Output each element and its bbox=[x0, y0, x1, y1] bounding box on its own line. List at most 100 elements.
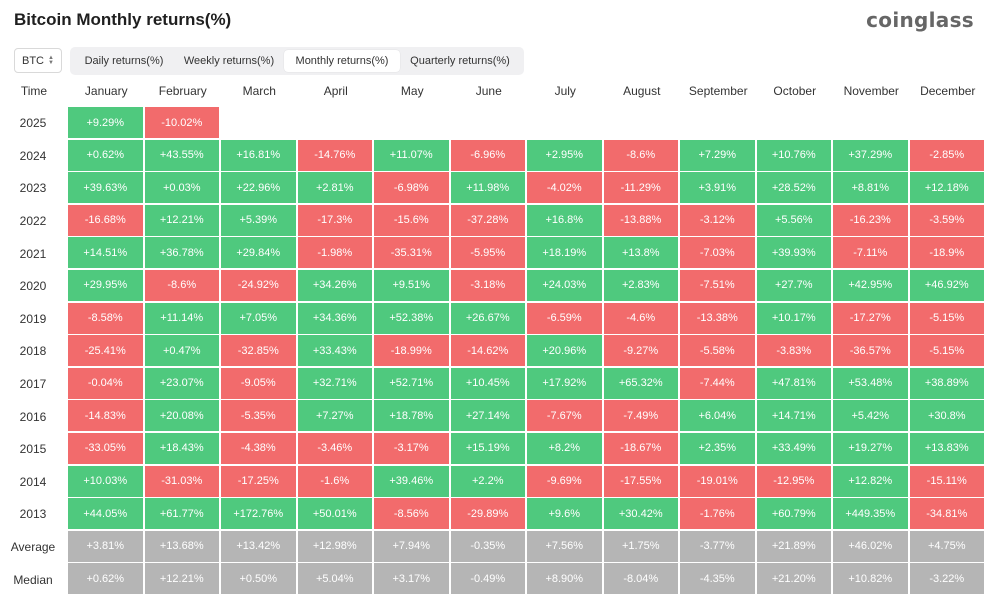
tab-daily-returns[interactable]: Daily returns(%) bbox=[84, 55, 164, 67]
return-cell: -15.6% bbox=[374, 204, 449, 236]
empty-cell bbox=[221, 107, 296, 138]
return-cell: -35.31% bbox=[374, 237, 449, 269]
return-cell: +2.95% bbox=[527, 139, 602, 171]
return-cell: +13.68% bbox=[144, 530, 219, 562]
asset-select[interactable]: BTC ▲ ▼ bbox=[14, 48, 62, 73]
return-cell: -1.98% bbox=[297, 237, 372, 269]
return-cell: +9.51% bbox=[374, 269, 449, 301]
return-cell: -24.92% bbox=[221, 269, 296, 301]
return-cell: -7.49% bbox=[603, 400, 678, 432]
return-cell: +8.81% bbox=[833, 172, 908, 204]
return-cell: -18.67% bbox=[603, 432, 678, 464]
return-cell: -16.23% bbox=[833, 204, 908, 236]
return-cell: +39.93% bbox=[756, 237, 831, 269]
table-row: 2015 -33.05% +18.43% -4.38% -3.46% -3.17% +15.… bbox=[0, 432, 986, 466]
return-cell: -1.76% bbox=[680, 498, 755, 530]
return-cell: +16.8% bbox=[527, 204, 602, 236]
return-cell: +11.14% bbox=[144, 302, 219, 334]
return-cell: -5.58% bbox=[680, 335, 755, 367]
return-cell: -0.49% bbox=[450, 563, 525, 595]
return-cell: +10.45% bbox=[450, 367, 525, 399]
return-cell: +46.92% bbox=[909, 269, 984, 301]
return-cell: -17.3% bbox=[297, 204, 372, 236]
return-cell: +9.6% bbox=[527, 498, 602, 530]
return-cell: -7.44% bbox=[680, 367, 755, 399]
row-label: 2023 bbox=[19, 181, 47, 196]
return-cell: +39.63% bbox=[68, 172, 143, 204]
tab-quarterly-returns[interactable]: Quarterly returns(%) bbox=[410, 55, 510, 67]
return-cell: +4.75% bbox=[909, 530, 984, 562]
table-row: 2014 +10.03% -31.03% -17.25% -1.6% +39.46% +2.… bbox=[0, 465, 986, 499]
empty-cell bbox=[757, 107, 832, 138]
return-cell: -9.27% bbox=[603, 335, 678, 367]
return-cell: +7.56% bbox=[527, 530, 602, 562]
row-label: 2016 bbox=[19, 409, 47, 424]
return-cell: +12.21% bbox=[144, 204, 219, 236]
return-cell: +50.01% bbox=[297, 498, 372, 530]
return-cell: +7.27% bbox=[297, 400, 372, 432]
return-cell: -17.55% bbox=[603, 465, 678, 497]
return-cell: -5.35% bbox=[221, 400, 296, 432]
return-cell: +14.51% bbox=[68, 237, 143, 269]
return-cell: +36.78% bbox=[144, 237, 219, 269]
return-cell: +13.8% bbox=[603, 237, 678, 269]
page-title: Bitcoin Monthly returns(%) bbox=[14, 10, 232, 29]
empty-cell bbox=[374, 107, 449, 138]
return-cell: +53.48% bbox=[833, 367, 908, 399]
return-cell: +12.21% bbox=[144, 563, 219, 595]
table-row: 2021 +14.51% +36.78% +29.84% -1.98% -35.31% -5… bbox=[0, 237, 986, 270]
return-cell: +21.20% bbox=[756, 563, 831, 595]
header-month: December bbox=[920, 84, 976, 98]
return-cell: +33.49% bbox=[756, 432, 831, 464]
return-cell: +24.03% bbox=[527, 269, 602, 301]
return-cell: +43.55% bbox=[144, 139, 219, 171]
return-cell: -13.88% bbox=[603, 204, 678, 236]
return-cell: +8.2% bbox=[527, 432, 602, 464]
row-label: Average bbox=[10, 540, 56, 555]
return-cell: -5.15% bbox=[909, 302, 984, 334]
return-cell: +29.95% bbox=[68, 269, 143, 301]
tab-weekly-returns[interactable]: Weekly returns(%) bbox=[183, 55, 275, 67]
return-cell: -34.81% bbox=[909, 498, 984, 530]
return-cell: +172.76% bbox=[221, 498, 296, 530]
return-cell: -37.28% bbox=[450, 204, 525, 236]
return-cell: -14.83% bbox=[68, 400, 143, 432]
return-cell: +23.07% bbox=[144, 367, 219, 399]
return-cell: -7.11% bbox=[833, 237, 908, 269]
return-cell: -3.22% bbox=[909, 563, 984, 595]
return-cell: +6.04% bbox=[680, 400, 755, 432]
return-cell: +12.18% bbox=[909, 172, 984, 204]
return-cell: +61.77% bbox=[144, 498, 219, 530]
return-cell: +33.43% bbox=[297, 335, 372, 367]
return-cell: -6.59% bbox=[527, 302, 602, 334]
return-cell: +52.38% bbox=[374, 302, 449, 334]
coinglass-logo[interactable]: coinglass bbox=[866, 8, 974, 32]
return-cell: -14.76% bbox=[297, 139, 372, 171]
return-cell: +18.78% bbox=[374, 400, 449, 432]
return-cell: -6.96% bbox=[450, 139, 525, 171]
return-cell: -4.6% bbox=[603, 302, 678, 334]
return-cell: -7.67% bbox=[527, 400, 602, 432]
return-cell: -9.05% bbox=[221, 367, 296, 399]
return-cell: +52.71% bbox=[374, 367, 449, 399]
return-cell: -17.25% bbox=[221, 465, 296, 497]
return-cell: +8.90% bbox=[527, 563, 602, 595]
return-cell: -3.12% bbox=[680, 204, 755, 236]
return-cell: -33.05% bbox=[68, 432, 143, 464]
row-label: 2018 bbox=[19, 344, 47, 359]
return-cell: +44.05% bbox=[68, 498, 143, 530]
return-cell: +30.8% bbox=[909, 400, 984, 432]
return-cell: -9.69% bbox=[527, 465, 602, 497]
empty-cell bbox=[910, 107, 985, 138]
return-cell: +28.52% bbox=[756, 172, 831, 204]
return-cell: +13.42% bbox=[221, 530, 296, 562]
row-label: 2024 bbox=[19, 148, 47, 163]
tab-monthly-returns[interactable]: Monthly returns(%) bbox=[284, 50, 400, 72]
return-cell: +42.95% bbox=[833, 269, 908, 301]
return-cell: -14.62% bbox=[450, 335, 525, 367]
return-cell: -3.83% bbox=[756, 335, 831, 367]
return-cell: +34.26% bbox=[297, 269, 372, 301]
return-cell: -13.38% bbox=[680, 302, 755, 334]
return-cell: +9.29% bbox=[68, 107, 143, 138]
return-cell: -8.58% bbox=[68, 302, 143, 334]
